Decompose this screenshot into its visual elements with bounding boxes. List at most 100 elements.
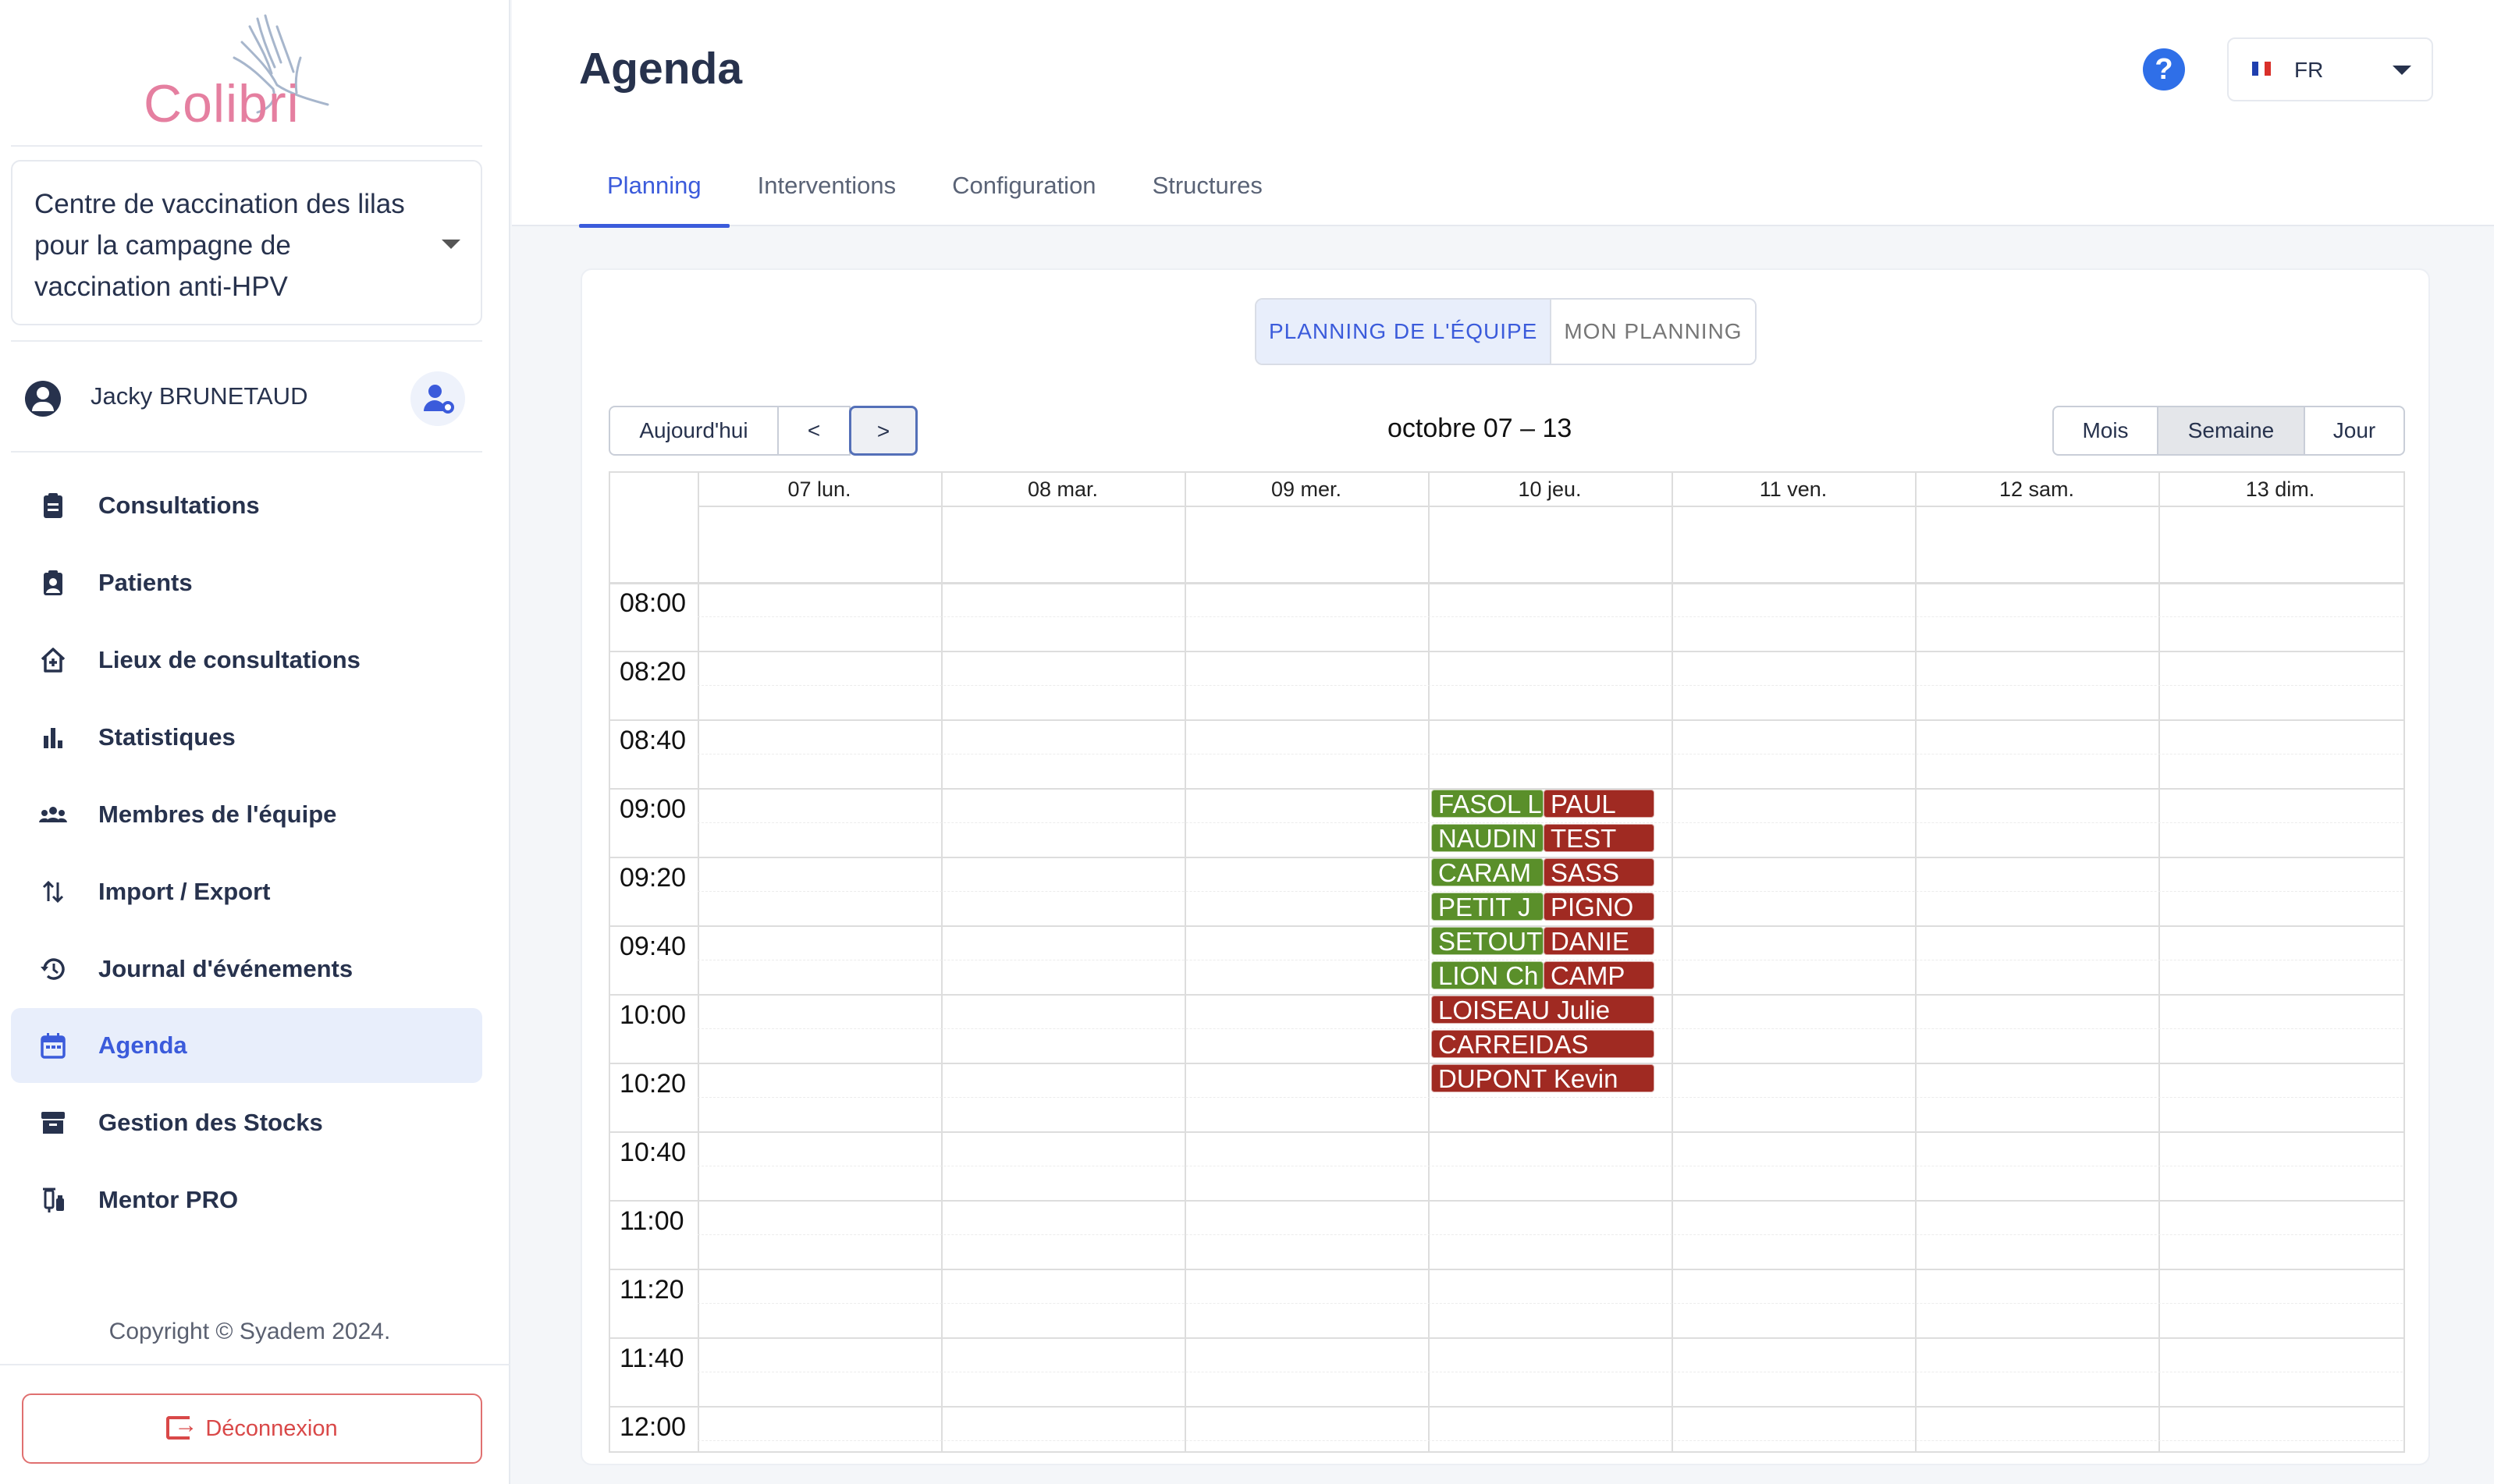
history-icon (41, 958, 65, 980)
appointment-event[interactable]: CARAM (1431, 858, 1544, 886)
appointment-event[interactable]: TEST (1544, 824, 1654, 852)
nav-item-statistiques[interactable]: Statistiques (11, 700, 482, 775)
nav-label: Mentor PRO (98, 1186, 239, 1213)
nav-item-lieux[interactable]: Lieux de consultations (11, 623, 482, 698)
date-range-title: octobre 07 – 13 (1387, 414, 1572, 443)
week-view-button[interactable]: Semaine (2158, 406, 2305, 456)
row-divider (610, 857, 2403, 858)
nav-label: Gestion des Stocks (98, 1109, 323, 1136)
time-label: 12:00 (620, 1412, 687, 1442)
nav-label: Agenda (98, 1031, 187, 1059)
language-value: FR (2294, 58, 2324, 82)
day-header[interactable]: 08 mar. (1027, 478, 1099, 501)
logout-label: Déconnexion (205, 1416, 338, 1441)
logo-text: Colibri (144, 74, 300, 133)
structure-select[interactable]: Centre de vaccination des lilas pour la … (11, 160, 482, 325)
hummingbird-icon (233, 14, 329, 114)
logout-button[interactable]: Déconnexion (22, 1393, 482, 1464)
day-header[interactable]: 10 jeu. (1518, 478, 1582, 501)
sidebar: Colibri Centre de vaccination des lilas … (0, 0, 510, 1484)
appointment-event[interactable]: DUPONT Kevin (1431, 1064, 1654, 1092)
time-label: 09:20 (620, 863, 687, 893)
tab-structures[interactable]: Structures (1152, 172, 1263, 199)
half-row-divider (698, 1234, 2403, 1235)
nav-item-import-export[interactable]: Import / Export (11, 854, 482, 929)
my-planning-button[interactable]: MON PLANNING (1551, 300, 1755, 364)
appointment-event[interactable]: LOISEAU Julie (1431, 996, 1654, 1024)
day-header[interactable]: 12 sam. (1998, 478, 2075, 501)
month-view-button[interactable]: Mois (2052, 406, 2158, 456)
row-divider (610, 1131, 2403, 1133)
date-navigation: Aujourd'hui < > (609, 406, 918, 456)
help-icon[interactable]: ? (2143, 48, 2185, 91)
half-row-divider (698, 685, 2403, 686)
day-header[interactable]: 07 lun. (787, 478, 851, 501)
nav-item-membres[interactable]: Membres de l'équipe (11, 777, 482, 852)
user-name: Jacky BRUNETAUD (91, 382, 308, 410)
tab-configuration[interactable]: Configuration (952, 172, 1096, 199)
column-divider (1185, 473, 1186, 1451)
appointment-event[interactable]: CARREIDAS (1431, 1030, 1654, 1058)
time-label: 11:40 (620, 1344, 684, 1373)
bar-chart-icon (44, 728, 62, 748)
half-row-divider (698, 891, 2403, 892)
prev-week-button[interactable]: < (779, 406, 851, 456)
nav-item-agenda[interactable]: Agenda (11, 1008, 482, 1083)
appointment-event[interactable]: PIGNO (1544, 893, 1654, 921)
home-plus-icon (41, 648, 66, 673)
appointment-event[interactable]: DANIE (1544, 927, 1654, 955)
nav-item-journal[interactable]: Journal d'événements (11, 932, 482, 1006)
appointment-event[interactable]: CAMP (1544, 961, 1654, 989)
nav-label: Lieux de consultations (98, 646, 361, 673)
team-planning-button[interactable]: PLANNING DE L'ÉQUIPE (1256, 300, 1552, 364)
day-header[interactable]: 11 ven. (1759, 478, 1828, 501)
header-divider (698, 506, 2403, 507)
nav-item-mentor[interactable]: Mentor PRO (11, 1163, 482, 1237)
calendar-card: PLANNING DE L'ÉQUIPE MON PLANNING Aujour… (581, 268, 2430, 1465)
day-header[interactable]: 13 dim. (2245, 478, 2315, 501)
nav-label: Journal d'événements (98, 955, 353, 982)
half-row-divider (698, 1440, 2403, 1441)
row-divider (610, 1337, 2403, 1339)
nav-item-stocks[interactable]: Gestion des Stocks (11, 1085, 482, 1160)
logout-icon (166, 1412, 197, 1440)
appointment-event[interactable]: FASOL L (1431, 790, 1544, 818)
tab-planning[interactable]: Planning (579, 156, 730, 228)
nav-item-consultations[interactable]: Consultations (11, 468, 482, 543)
tab-interventions[interactable]: Interventions (757, 172, 897, 199)
row-divider (610, 1063, 2403, 1064)
french-flag-icon (2252, 62, 2271, 76)
row-divider (610, 994, 2403, 996)
appointment-event[interactable]: PETIT J (1431, 893, 1544, 921)
column-divider (1428, 473, 1430, 1451)
appointment-event[interactable]: SETOUT (1431, 927, 1544, 955)
appointment-event[interactable]: SASS (1544, 858, 1654, 886)
divider (11, 451, 482, 453)
row-divider (610, 788, 2403, 790)
language-select[interactable]: FR (2227, 37, 2433, 101)
row-divider (610, 1269, 2403, 1270)
time-label: 10:00 (620, 1000, 687, 1030)
user-settings-button[interactable] (410, 371, 465, 426)
colibri-logo[interactable]: Colibri (140, 11, 336, 133)
vaccine-icon (43, 1188, 64, 1212)
nav-item-patients[interactable]: Patients (11, 545, 482, 620)
user-settings-icon (428, 385, 442, 398)
half-row-divider (698, 1303, 2403, 1304)
day-view-button[interactable]: Jour (2305, 406, 2405, 456)
next-week-button[interactable]: > (849, 406, 918, 456)
time-label: 11:20 (620, 1275, 684, 1305)
half-row-divider (698, 616, 2403, 617)
appointment-event[interactable]: PAUL (1544, 790, 1654, 818)
column-divider (2158, 473, 2160, 1451)
divider (11, 145, 482, 147)
divider (11, 340, 482, 342)
time-label: 08:40 (620, 726, 687, 755)
appointment-event[interactable]: LION Ch (1431, 961, 1544, 989)
day-header[interactable]: 09 mer. (1270, 478, 1342, 501)
today-button[interactable]: Aujourd'hui (609, 406, 779, 456)
appointment-event[interactable]: NAUDIN (1431, 824, 1544, 852)
row-divider (610, 925, 2403, 927)
half-row-divider (698, 1097, 2403, 1098)
chevron-down-icon (442, 240, 460, 249)
